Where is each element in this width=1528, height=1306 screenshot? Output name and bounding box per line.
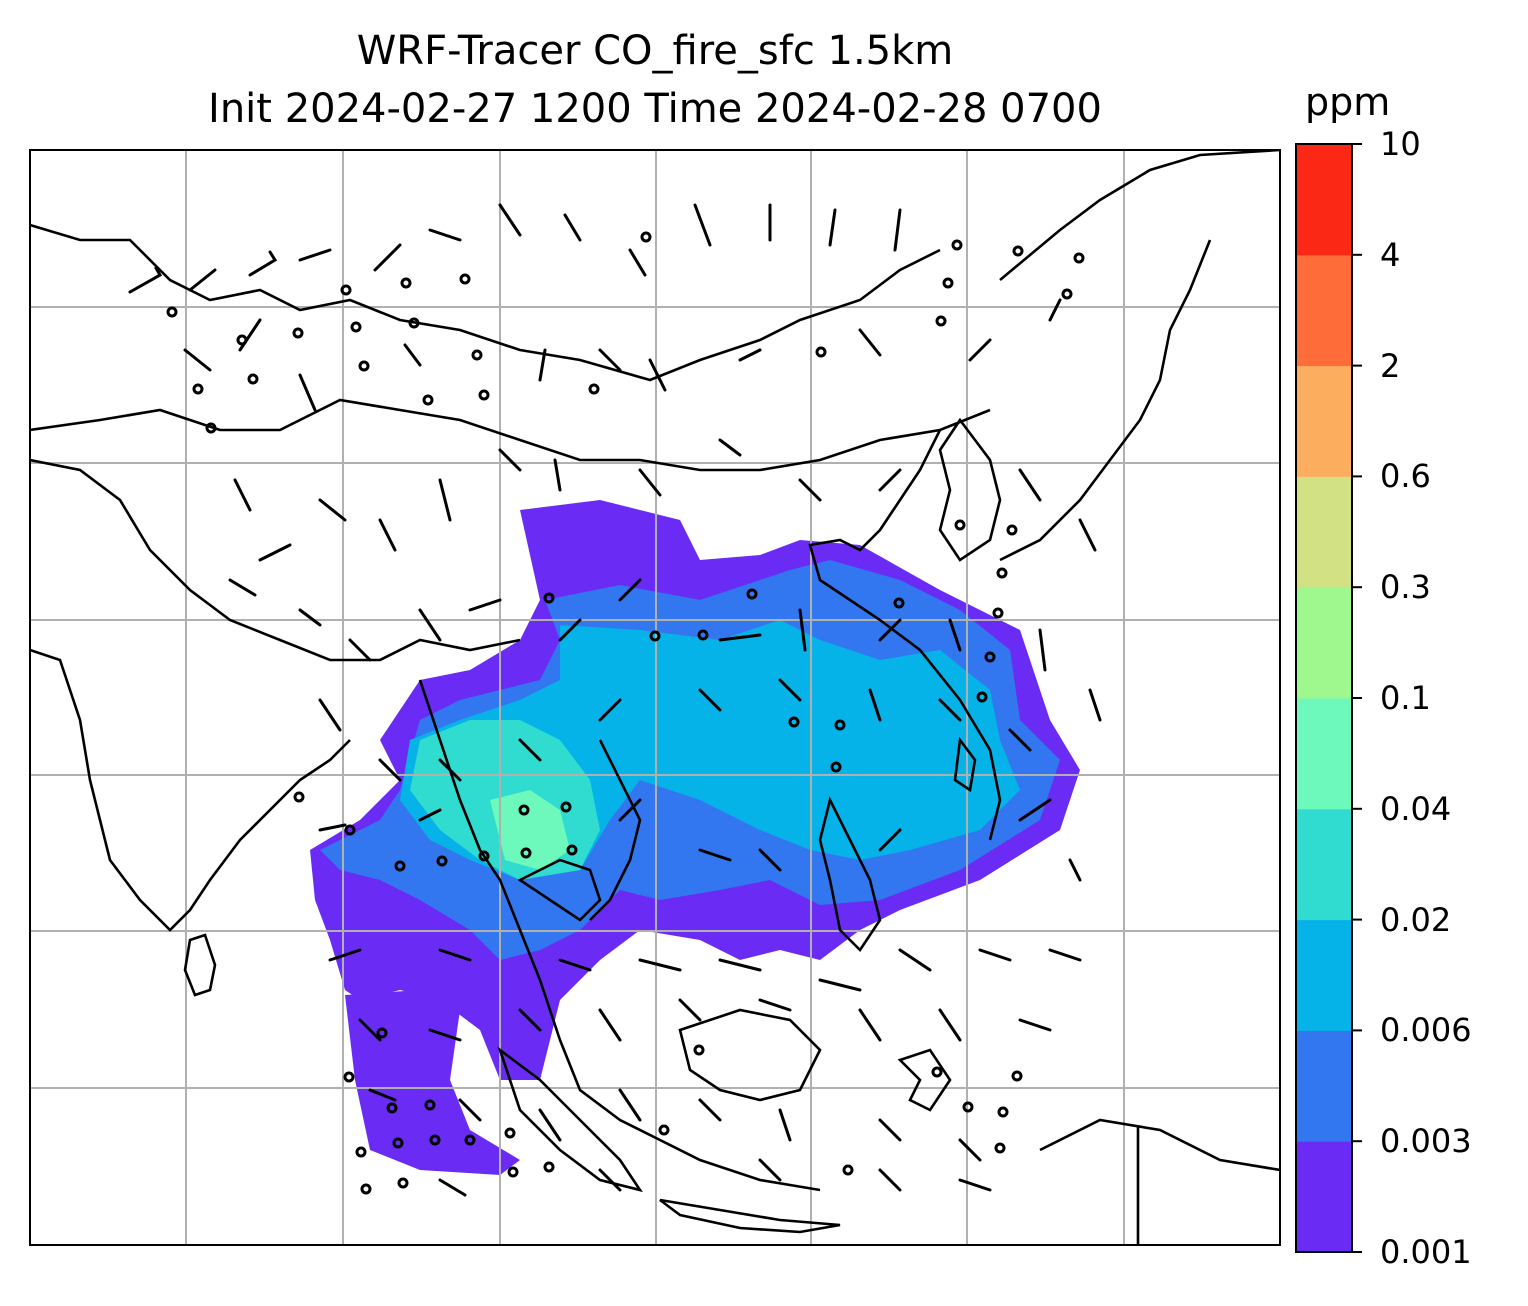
java-island (659, 1198, 841, 1234)
map-title-line2: Init 2024-02-27 1200 Time 2024-02-28 070… (208, 86, 1102, 132)
vietnam-coast (589, 739, 642, 921)
co-tracer-plume (310, 500, 1080, 1175)
colorbar-tick-label: 0.1 (1380, 679, 1431, 717)
colorbar-tick-label: 4 (1380, 235, 1401, 274)
borneo-island (678, 1008, 822, 1102)
taiwan-island (953, 736, 977, 793)
china-north-border (30, 223, 941, 382)
map-frame (29, 149, 1281, 1246)
mongolia-border (30, 398, 991, 472)
wind-barbs (128, 203, 1102, 1197)
colorbar-tick-label: 10 (1380, 125, 1421, 163)
sumatra-island (497, 1046, 643, 1193)
colorbar-tick-label: 0.3 (1380, 568, 1431, 607)
japan-islands (999, 239, 1212, 562)
colorbar-tick-label: 0.001 (1380, 1233, 1472, 1271)
map-title-line1: WRF-Tracer CO_fire_sfc 1.5km (356, 28, 954, 74)
himalaya-border (30, 458, 521, 662)
srilanka-island (183, 933, 217, 997)
colorbar-tick-label: 0.003 (1380, 1122, 1472, 1161)
russia-coast (999, 150, 1280, 281)
colorbar-segment-1 (1296, 1030, 1352, 1142)
colorbar-segment-4 (1296, 698, 1352, 810)
colorbar (1295, 143, 1362, 1253)
east-china-coast (808, 429, 1002, 841)
india-coastline (30, 648, 351, 932)
colorbar-segment-9 (1296, 144, 1352, 256)
graticule (30, 150, 1280, 1245)
colorbar-tick-label: 0.02 (1380, 900, 1452, 939)
plume-level-0b (345, 990, 520, 1175)
colorbar-segment-8 (1296, 254, 1352, 367)
indochina-coast (418, 679, 821, 1192)
philippines-islands (818, 796, 882, 953)
korea-peninsula (938, 417, 1002, 562)
colorbar-segment-7 (1296, 365, 1352, 477)
colorbar-unit-label: ppm (1305, 80, 1391, 124)
colorbar-tick-label: 0.6 (1380, 457, 1431, 496)
colorbar-segment-6 (1296, 476, 1352, 588)
colorbar-segment-2 (1296, 919, 1352, 1031)
colorbar-tick-label: 2 (1380, 346, 1401, 385)
colorbar-segment-0 (1296, 1141, 1352, 1253)
calm-wind-markers (166, 231, 1085, 1195)
colorbar-segment-5 (1296, 587, 1352, 699)
colorbar-segment-3 (1296, 808, 1352, 921)
new-guinea-island (1039, 1118, 1280, 1172)
plume-level-4 (490, 790, 570, 870)
coastlines (30, 150, 1280, 1245)
sulawesi-island (897, 1048, 952, 1112)
colorbar-tick-label: 0.006 (1380, 1011, 1472, 1050)
gulf-thailand (517, 858, 602, 922)
map-panel (30, 150, 1280, 1245)
colorbar-tick-label: 0.04 (1380, 789, 1452, 828)
